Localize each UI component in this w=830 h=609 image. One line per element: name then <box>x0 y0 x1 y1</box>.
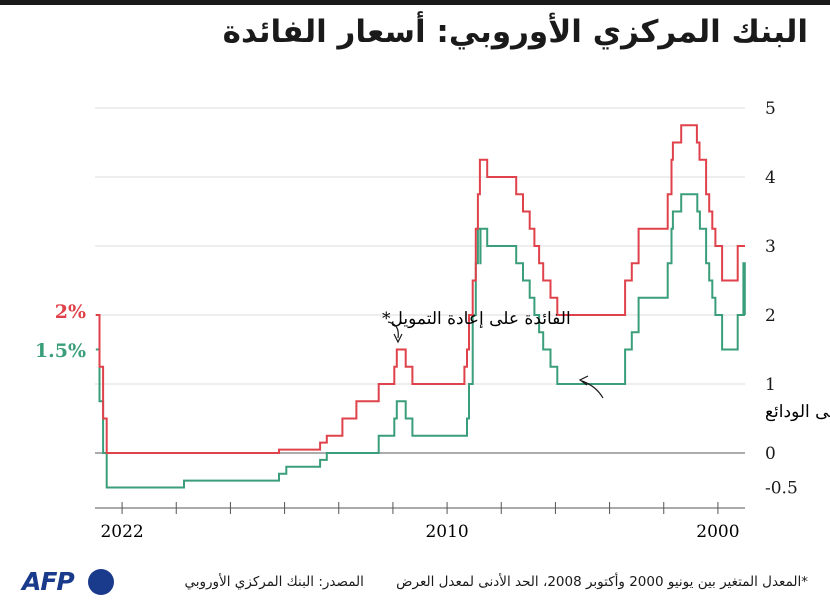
footnote-text: *المعدل المتغير بين يونيو 2000 وأكتوبر 2… <box>396 574 808 590</box>
series-line-refinancing-rate <box>95 124 745 454</box>
y-tick-label: 0 <box>765 444 776 464</box>
footnote: *المعدل المتغير بين يونيو 2000 وأكتوبر 2… <box>157 574 809 590</box>
series-label-refinancing-rate: الفائدة على إعادة التمويل* <box>382 309 571 329</box>
deposit-label-arrow-icon <box>581 380 604 399</box>
y-tick-label: 2 <box>765 306 776 326</box>
rates-chart: 2022 2010 2000 5 4 3 2 1 0 -0.5 2% 1.5% الفائدة … <box>35 99 830 542</box>
x-tick-label: 2022 <box>100 522 143 542</box>
y-axis: 5 4 3 2 1 0 -0.5 <box>765 99 798 499</box>
current-deposit-rate-label: 1.5% <box>35 340 86 362</box>
y-tick-label: 5 <box>765 99 776 119</box>
y-tick-label: 1 <box>765 375 776 395</box>
refinancing-label-arrowhead-icon <box>393 333 403 344</box>
source-text: المصدر: البنك المركزي الأوروبي <box>184 574 364 590</box>
y-tick-label: -0.5 <box>765 479 798 499</box>
afp-logo: AFP <box>22 566 118 598</box>
x-tick-label: 2010 <box>425 522 468 542</box>
refinancing-label-arrow-icon <box>387 321 399 339</box>
deposit-label-arrowhead-icon <box>578 375 589 386</box>
x-axis: 2022 2010 2000 <box>95 502 745 542</box>
chart-title: البنك المركزي الأوروبي: أسعار الفائدة <box>222 14 808 50</box>
series-line-deposit-rate <box>95 193 746 489</box>
y-tick-label: 4 <box>765 168 776 188</box>
series-label-deposit-rate: الفائدة على الودائع <box>765 402 830 422</box>
logo-text: AFP <box>22 567 75 596</box>
globe-icon <box>88 569 114 595</box>
x-tick-label: 2000 <box>696 522 739 542</box>
y-tick-label: 3 <box>765 237 776 257</box>
current-refinancing-rate-label: 2% <box>55 301 86 323</box>
top-bar <box>0 0 830 5</box>
grid <box>95 107 745 454</box>
